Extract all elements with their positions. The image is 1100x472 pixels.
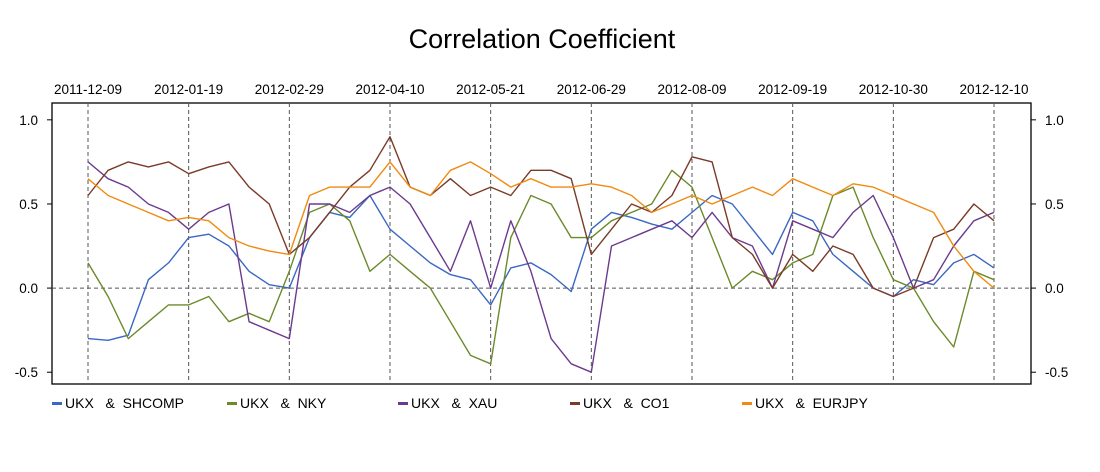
- series-line-3: [87, 135, 995, 298]
- y-tick-labels-right: -0.5 0.0 0.5 1.0: [1031, 113, 1068, 380]
- x-tick-label: 2012-09-19: [758, 82, 827, 97]
- x-tick-label: 2012-08-09: [657, 82, 726, 97]
- plot-frame: [51, 102, 1032, 385]
- x-tick-label: 2012-05-21: [456, 82, 525, 97]
- legend-item-co1: UKX & CO1: [570, 395, 669, 411]
- y-tick-label: 0.0: [19, 281, 38, 296]
- legend-swatch: [52, 401, 62, 405]
- legend-swatch: [570, 401, 580, 405]
- legend-label: UKX & XAU: [411, 395, 498, 411]
- x-tick-label: 2011-12-09: [54, 82, 122, 97]
- x-tick-label: 2012-06-29: [557, 82, 626, 97]
- y-tick-label: 0.5: [19, 197, 38, 212]
- legend-swatch: [227, 401, 237, 405]
- legend-label: UKX & EURJPY: [755, 395, 868, 411]
- y-tick-label: 1.0: [19, 113, 38, 128]
- y-tick-label: 0.5: [1045, 197, 1064, 212]
- series-lines: [87, 135, 995, 373]
- legend-label: UKX & NKY: [240, 395, 327, 411]
- legend-item-shcomp: UKX & SHCOMP: [52, 395, 184, 411]
- legend: UKX & SHCOMP UKX & NKY UKX & XAU UKX & C…: [52, 395, 1052, 413]
- y-tick-label: -0.5: [15, 365, 38, 380]
- x-tick-label: 2012-02-29: [255, 82, 324, 97]
- series-line-4: [87, 161, 995, 289]
- grid-lines: [52, 103, 1031, 384]
- x-tick-label: 2012-12-10: [959, 82, 1028, 97]
- x-tick-label: 2012-04-10: [355, 82, 424, 97]
- series-line-2: [87, 161, 995, 373]
- y-tick-labels-left: -0.5 0.0 0.5 1.0: [15, 113, 52, 380]
- legend-label: UKX & SHCOMP: [65, 395, 185, 411]
- y-tick-label: -0.5: [1045, 365, 1068, 380]
- y-tick-label: 0.0: [1045, 281, 1064, 296]
- x-tick-label: 2012-10-30: [859, 82, 928, 97]
- x-tick-labels: 2011-12-09 2012-01-19 2012-02-29 2012-04-10…: [54, 82, 1029, 97]
- series-line-1: [87, 169, 995, 365]
- legend-item-nky: UKX & NKY: [227, 395, 326, 411]
- legend-item-eurjpy: UKX & EURJPY: [742, 395, 868, 411]
- legend-swatch: [742, 401, 752, 405]
- legend-item-xau: UKX & XAU: [398, 395, 497, 411]
- series-line-0: [87, 194, 995, 341]
- y-tick-label: 1.0: [1045, 113, 1064, 128]
- chart-title: Correlation Coefficient: [408, 24, 676, 54]
- x-tick-label: 2012-01-19: [154, 82, 223, 97]
- legend-label: UKX & CO1: [583, 395, 670, 411]
- legend-swatch: [398, 401, 408, 405]
